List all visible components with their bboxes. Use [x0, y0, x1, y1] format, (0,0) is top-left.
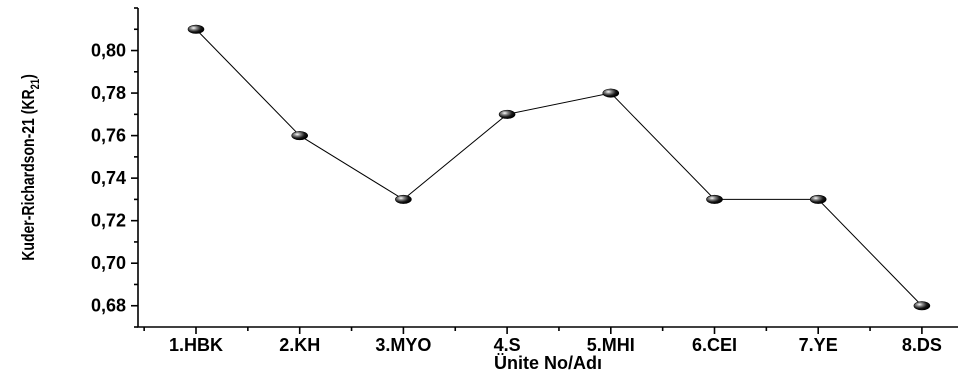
x-tick-label: 8.DS	[902, 335, 942, 355]
x-tick-label: 7.YE	[799, 335, 838, 355]
plot-area: 0,68 0,70 0,72 0,74 0,76 0,78 0,80 1.HBK 2.KH 3.…	[91, 7, 958, 355]
data-point-marker	[187, 24, 205, 34]
data-point-marker	[706, 194, 723, 204]
data-point-marker	[395, 194, 412, 204]
data-point-marker	[913, 301, 931, 311]
y-tick-label: 0,68	[91, 296, 126, 316]
y-tick-label: 0,78	[91, 83, 126, 103]
y-tick-label: 0,72	[91, 211, 126, 231]
data-point-marker	[498, 109, 516, 119]
x-tick-label: 3.MYO	[375, 335, 431, 355]
data-point-marker	[809, 194, 827, 204]
x-tick-label: 2.KH	[279, 335, 320, 355]
data-point-marker	[291, 131, 309, 141]
x-tick-label: 1.HBK	[169, 335, 223, 355]
y-axis-label-main: Kuder-Richardson-21 (KR	[18, 89, 38, 261]
axis-frame	[137, 8, 958, 328]
x-axis-label: Ünite No/Adı	[494, 353, 602, 373]
y-axis-label-subscript: 21	[29, 79, 42, 89]
data-point-marker	[602, 88, 620, 98]
x-tick-label: 6.CEI	[692, 335, 737, 355]
y-tick-label: 0,70	[91, 253, 126, 273]
y-axis-ticks: 0,68 0,70 0,72 0,74 0,76 0,78 0,80	[91, 7, 138, 328]
y-axis-label-close: )	[18, 74, 38, 79]
series-line	[195, 28, 923, 307]
y-axis-label: Kuder-Richardson-21 (KR21)	[18, 74, 42, 261]
x-tick-label: 4.S	[494, 335, 521, 355]
y-tick-label: 0,74	[91, 168, 126, 188]
x-axis-ticks: 1.HBK 2.KH 3.MYO 4.S 5.MHI 6.CEI 7.YE 8.DS	[143, 327, 942, 355]
y-tick-label: 0,76	[91, 126, 126, 146]
series-kr21	[187, 24, 931, 311]
x-tick-label: 5.MHI	[587, 335, 635, 355]
y-tick-label: 0,80	[91, 41, 126, 61]
